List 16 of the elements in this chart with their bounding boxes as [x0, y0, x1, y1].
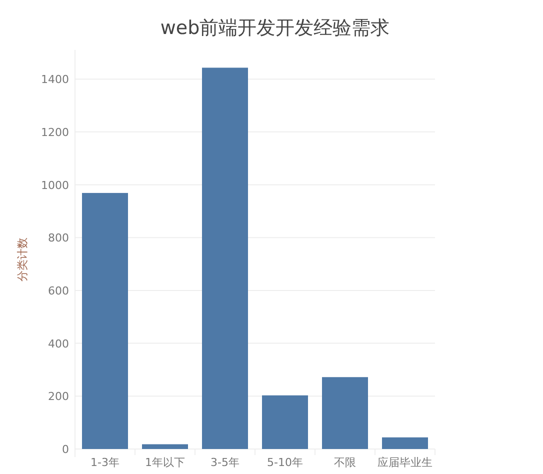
y-tick-label: 0	[62, 443, 69, 456]
x-tick-label: 1年以下	[145, 456, 185, 469]
y-tick-label: 1200	[41, 126, 69, 139]
x-tick-label: 1-3年	[90, 456, 120, 469]
y-tick-label: 600	[48, 284, 69, 298]
x-tick-label: 应届毕业生	[378, 456, 432, 469]
x-tick-label: 5-10年	[267, 456, 303, 469]
y-tick-label: 1000	[41, 178, 69, 192]
y-tick-label: 800	[48, 232, 69, 245]
y-tick-label: 200	[48, 390, 69, 404]
x-tick-label: 3-5年	[210, 456, 240, 469]
y-axis-title: 分类计数	[16, 238, 29, 282]
y-tick-label: 1400	[41, 73, 69, 86]
y-tick-label: 400	[48, 337, 69, 350]
x-tick-label: 不限	[334, 456, 356, 469]
chart-title: web前端开发开发经验需求	[160, 17, 390, 39]
